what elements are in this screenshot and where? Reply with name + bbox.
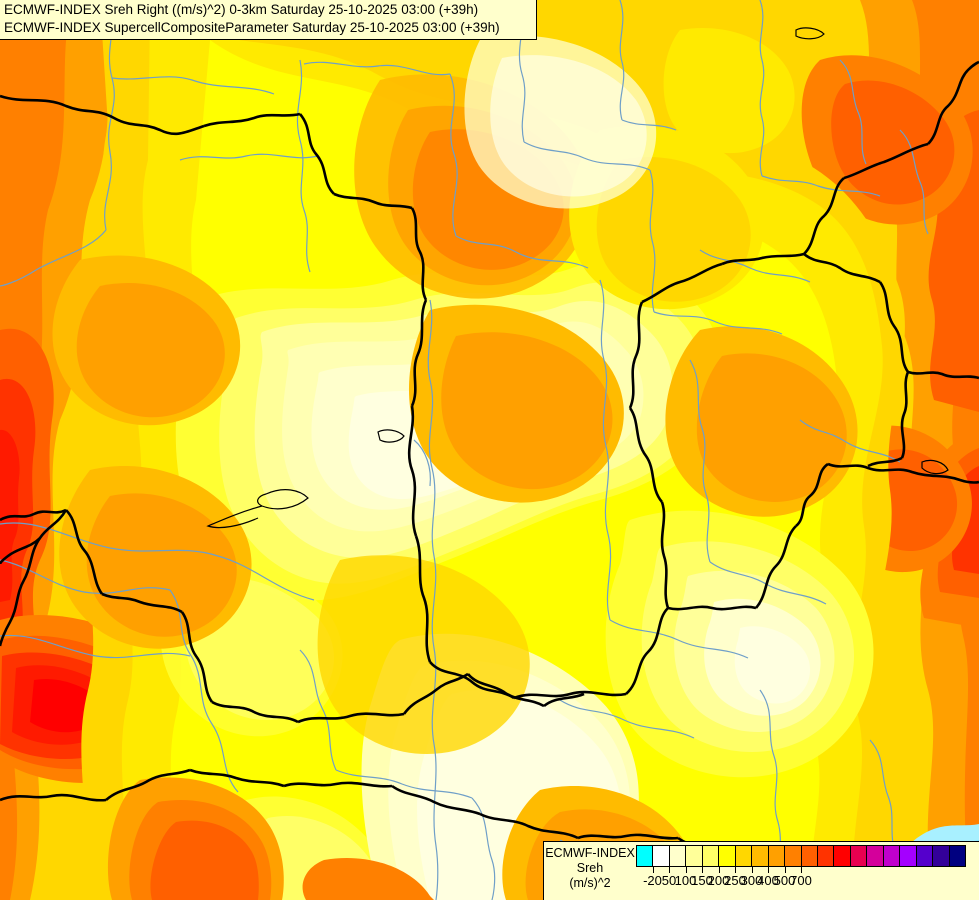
colorbar-tick-label-0: -20	[643, 873, 662, 888]
colorbar-legend: ECMWF-INDEX Sreh (m/s)^2 -20 50 100 150 200 2…	[543, 841, 979, 900]
colorbar-swatch-8	[768, 846, 786, 866]
colorbar-swatch-5	[719, 846, 736, 866]
legend-units: (m/s)^2	[569, 876, 611, 890]
colorbar-swatch-0	[637, 846, 654, 866]
legend-title: ECMWF-INDEX	[545, 846, 635, 860]
map-title-box: ECMWF-INDEX Sreh Right ((m/s)^2) 0-3km S…	[0, 0, 537, 40]
colorbar-tick-label-1: 50	[661, 873, 677, 888]
colorbar-swatches	[636, 845, 966, 867]
colorbar-swatch-6	[735, 846, 753, 866]
colorbar-swatch-9	[785, 846, 802, 866]
legend-scale: -20 50 100 150 200 250 300 400 500 700	[636, 842, 972, 897]
colorbar-tick-label-5: 250	[724, 873, 746, 888]
colorbar-ticks: -20 50 100 150 200 250 300 400 500 700	[636, 867, 966, 897]
river-lines	[0, 0, 929, 900]
colorbar-tick-mark-7	[768, 867, 769, 873]
title-line-1: ECMWF-INDEX Sreh Right ((m/s)^2) 0-3km S…	[4, 2, 479, 17]
colorbar-swatch-7	[752, 846, 769, 866]
colorbar-tick-label-8: 500	[773, 873, 796, 888]
colorbar-swatch-12	[834, 846, 851, 866]
colorbar-swatch-1	[653, 846, 670, 866]
colorbar-swatch-15	[883, 846, 901, 866]
legend-caption: ECMWF-INDEX Sreh (m/s)^2	[544, 842, 636, 891]
lake-outlines	[206, 27, 949, 529]
colorbar-swatch-17	[916, 846, 934, 866]
colorbar-tick-mark-9	[801, 867, 802, 873]
colorbar-tick-mark-8	[784, 867, 786, 873]
colorbar-tick-label-7: 400	[757, 873, 779, 888]
colorbar-tick-mark-5	[735, 867, 736, 873]
colorbar-tick-mark-6	[751, 867, 753, 873]
colorbar-swatch-19	[949, 846, 966, 866]
colorbar-tick-label-3: 150	[691, 873, 713, 888]
legend-parameter: Sreh	[576, 861, 604, 875]
colorbar-swatch-13	[850, 846, 868, 866]
colorbar-swatch-14	[867, 846, 884, 866]
colorbar-tick-mark-4	[718, 867, 720, 873]
colorbar-swatch-3	[686, 846, 703, 866]
colorbar-swatch-18	[933, 846, 950, 866]
colorbar-tick-label-9: 700	[790, 873, 812, 888]
colorbar-tick-label-6: 300	[740, 873, 763, 888]
title-line-2: ECMWF-INDEX SupercellCompositeParameter …	[4, 20, 500, 35]
colorbar-tick-label-2: 100	[674, 873, 697, 888]
colorbar-swatch-4	[702, 846, 720, 866]
colorbar-swatch-10	[801, 846, 818, 866]
colorbar-tick-mark-1	[669, 867, 670, 873]
colorbar-tick-mark-3	[702, 867, 703, 873]
colorbar-swatch-2	[669, 846, 687, 866]
colorbar-tick-mark-0	[652, 867, 654, 873]
colorbar-tick-label-4: 200	[707, 873, 730, 888]
colorbar-swatch-11	[817, 846, 835, 866]
colorbar-swatch-16	[900, 846, 917, 866]
colorbar-tick-mark-2	[685, 867, 687, 873]
